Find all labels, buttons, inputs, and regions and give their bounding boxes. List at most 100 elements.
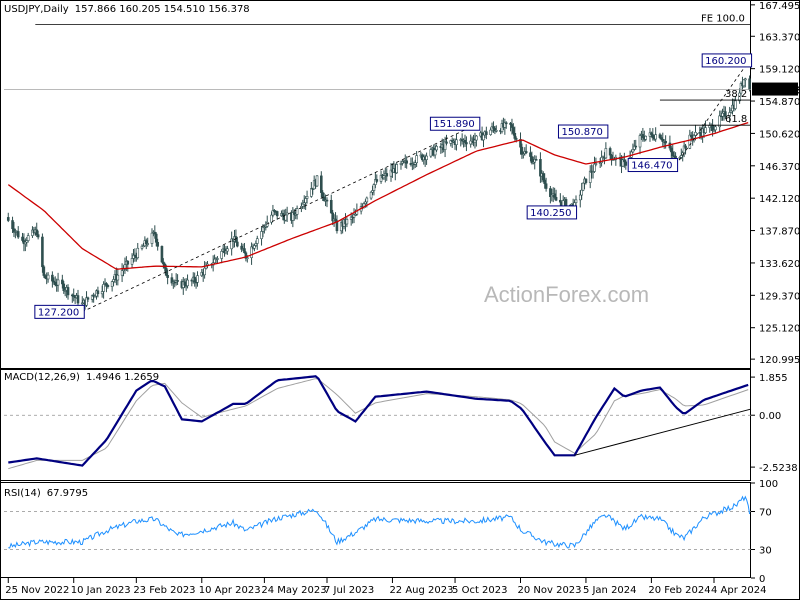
x-tick-label: 10 Apr 2023 — [199, 585, 261, 596]
x-tick-label: 5 Oct 2023 — [452, 585, 507, 596]
candle — [684, 143, 687, 155]
candle-body — [584, 178, 588, 183]
price-y-tick-label: 133.620 — [759, 259, 800, 270]
x-tick-label: 10 Jan 2023 — [71, 585, 131, 596]
candle-body — [220, 251, 223, 259]
candle-body — [485, 131, 488, 135]
candle — [708, 122, 712, 133]
candle — [463, 134, 467, 147]
candle-body — [482, 134, 485, 141]
candle — [492, 121, 495, 133]
candle-body — [674, 155, 677, 159]
candle-body — [425, 155, 428, 160]
candle — [181, 276, 185, 295]
candle — [42, 265, 46, 278]
candle — [329, 194, 333, 214]
price-y-tick-label: 142.120 — [759, 194, 800, 205]
candle-body — [26, 235, 30, 241]
candle-body — [724, 111, 727, 117]
price-y-tick-label: 137.870 — [759, 227, 800, 238]
price-y-tick-label: 129.370 — [759, 291, 800, 302]
candle-body — [495, 130, 498, 132]
candle — [600, 150, 603, 167]
candle — [196, 271, 199, 287]
price-annotation-label: 140.250 — [530, 208, 571, 219]
rsi-value: 67.9795 — [46, 488, 89, 499]
price-annotation-label: 150.870 — [561, 127, 602, 138]
candle — [325, 197, 329, 208]
candle — [106, 284, 110, 289]
candle-body — [106, 285, 110, 287]
candle — [86, 296, 90, 302]
candle-body — [593, 163, 596, 172]
candle-body — [76, 295, 80, 304]
candle-body — [475, 135, 478, 141]
candle-body — [721, 112, 724, 117]
candle-body — [42, 266, 46, 276]
candle — [704, 120, 707, 135]
candle-body — [325, 199, 329, 202]
candle — [126, 259, 130, 272]
candle — [223, 244, 226, 257]
candle — [654, 127, 657, 142]
candle — [193, 272, 196, 287]
candle — [389, 163, 393, 182]
candle-body — [21, 236, 24, 241]
candle — [718, 110, 721, 132]
macd-y-tick-label: 0.00 — [759, 411, 781, 422]
current-price-label: 156.378 — [757, 86, 800, 97]
candle-body — [520, 146, 524, 155]
candle-body — [100, 291, 104, 295]
candles-group — [6, 75, 751, 310]
candle-body — [11, 220, 14, 230]
candle-body — [140, 245, 144, 249]
price-annotation-box — [429, 116, 481, 131]
candle — [459, 137, 463, 147]
candle-body — [529, 152, 532, 157]
candle-body — [405, 160, 408, 164]
candle-body — [126, 260, 130, 265]
candle-body — [86, 297, 90, 300]
candle — [6, 212, 10, 223]
candle-body — [96, 290, 100, 295]
candle — [395, 161, 399, 174]
candle-body — [136, 247, 140, 259]
candle — [170, 273, 174, 286]
candle-body — [56, 279, 60, 286]
candle-body — [61, 279, 64, 285]
candle — [504, 121, 508, 129]
candle — [315, 175, 319, 187]
candle — [638, 133, 642, 155]
candle — [160, 245, 164, 264]
price-annotation-box — [526, 205, 578, 220]
candle-body — [110, 281, 114, 287]
candle-body — [304, 198, 307, 204]
candle-body — [372, 184, 376, 191]
candle — [375, 174, 379, 184]
candle — [742, 79, 746, 88]
candle — [154, 232, 158, 247]
candle — [734, 96, 737, 111]
candle — [345, 217, 349, 228]
candle-body — [36, 234, 40, 238]
candle-body — [604, 148, 608, 159]
candle-body — [156, 242, 159, 247]
candle-body — [16, 231, 20, 238]
candle-body — [382, 175, 386, 179]
rsi-line — [8, 495, 751, 549]
candle — [291, 207, 295, 228]
candle — [186, 274, 189, 289]
price-ohlc-values: 157.866 160.205 154.510 156.378 — [74, 4, 250, 15]
rsi-panel-title: RSI(14) — [4, 488, 41, 499]
candle-body — [6, 217, 10, 221]
candle — [721, 108, 724, 121]
candle-body — [664, 140, 667, 144]
candle-body — [329, 199, 333, 214]
candle-body — [319, 175, 323, 193]
moving-average-line — [7, 121, 749, 270]
candle-body — [345, 219, 349, 225]
candle — [544, 177, 548, 192]
candle-body — [335, 220, 339, 232]
candle — [265, 215, 269, 228]
